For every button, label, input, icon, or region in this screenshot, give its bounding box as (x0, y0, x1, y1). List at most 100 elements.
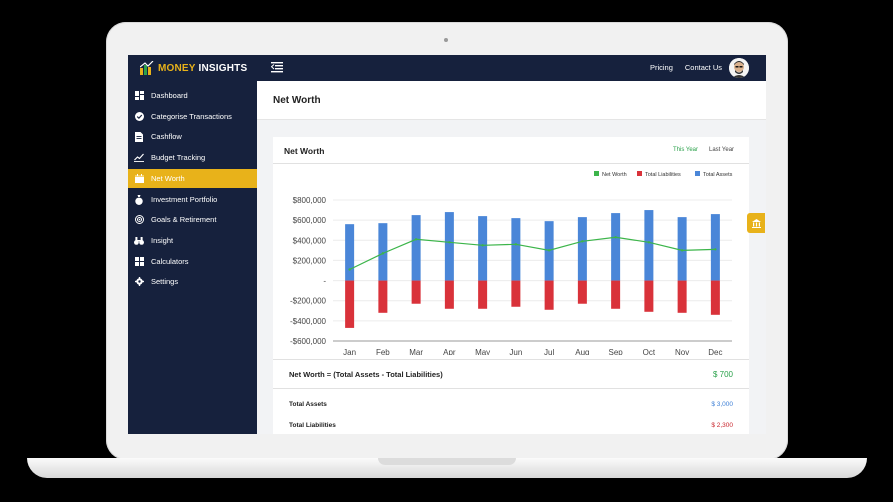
sidebar-item-dashboard[interactable]: Dashboard (128, 86, 257, 105)
net-worth-point (514, 243, 518, 246)
total-assets-bar (677, 217, 687, 281)
trend-line-icon (134, 153, 144, 162)
total-liabilities-bar (577, 280, 587, 304)
y-tick-label: -$600,000 (290, 337, 327, 346)
total-liabilities-bar (411, 280, 421, 304)
total-liabilities-bar (478, 280, 488, 309)
gear-icon (134, 277, 144, 286)
x-tick-label: Jan (343, 348, 356, 355)
net-worth-point (414, 238, 418, 241)
total-liabilities-bar (677, 280, 687, 313)
sidebar-item-calculators[interactable]: Calculators (128, 252, 257, 271)
bar-chart-logo-icon (140, 61, 154, 75)
check-circle-icon (134, 112, 144, 121)
total-assets-row: Total Assets $ 3,000 (273, 395, 749, 415)
net-worth-line (349, 236, 716, 271)
x-tick-label: Nov (675, 348, 689, 355)
user-avatar[interactable] (729, 58, 749, 78)
x-tick-label: Feb (376, 348, 390, 355)
sidebar-item-investment-portfolio[interactable]: Investment Portfolio (128, 190, 257, 209)
chart-svg: $800,000 $600,000 $400,000 $200,000 - -$200,0… (290, 171, 733, 357)
total-assets-value: $ 3,000 (711, 401, 733, 408)
avatar-face-icon (729, 58, 749, 78)
sidebar-item-cashflow[interactable]: Cashflow (128, 127, 257, 146)
net-worth-formula-row: Net Worth = (Total Assets - Total Liabil… (273, 359, 749, 389)
net-worth-point (614, 236, 617, 239)
y-tick-label: $200,000 (293, 256, 327, 265)
y-tick-label: - (323, 277, 326, 286)
target-icon (134, 215, 144, 224)
total-liabilities-bar (644, 280, 654, 312)
total-assets-bar (577, 217, 587, 281)
sidebar-item-label: Settings (151, 277, 179, 286)
dashboard-grid-icon (134, 91, 144, 100)
legend-label: Total Assets (703, 172, 733, 178)
x-tick-label: May (475, 348, 490, 355)
laptop-notch (378, 458, 516, 465)
sidebar-item-budget-tracking[interactable]: Budget Tracking (128, 148, 257, 167)
header-links: Pricing Contact Us (650, 63, 722, 72)
sidebar-item-label: Categorise Transactions (151, 112, 232, 121)
app-logo[interactable]: MONEY INSIGHTS (140, 61, 247, 75)
page-title: Net Worth (273, 95, 321, 106)
this-year-tab[interactable]: This Year (673, 147, 699, 153)
legend-swatch (594, 171, 599, 176)
sidebar-item-settings[interactable]: Settings (128, 272, 257, 291)
sidebar-item-label: Goals & Retirement (151, 215, 217, 224)
sidebar-item-goals-retirement[interactable]: Goals & Retirement (128, 210, 257, 229)
total-liabilities-value: $ 2,300 (711, 422, 733, 429)
total-assets-bar (611, 213, 621, 281)
contact-us-link[interactable]: Contact Us (684, 63, 722, 72)
y-tick-label: -$200,000 (290, 297, 327, 306)
sidebar-item-label: Dashboard (151, 91, 188, 100)
bank-icon (751, 218, 761, 228)
binoculars-icon (134, 236, 144, 245)
page-header: Net Worth (257, 81, 766, 120)
total-assets-bar (644, 210, 654, 281)
webcam-icon (444, 38, 448, 42)
sidebar-item-label: Calculators (151, 257, 189, 266)
total-liabilities-bar (511, 280, 521, 307)
net-worth-point (381, 252, 385, 255)
x-tick-label: Dec (708, 348, 722, 355)
legend-swatch (637, 171, 642, 176)
side-widget-button[interactable] (747, 213, 765, 233)
x-tick-label: Jun (509, 348, 522, 355)
net-worth-point (647, 241, 651, 244)
y-tick-label: $400,000 (293, 236, 327, 245)
x-tick-label: Sep (609, 348, 624, 355)
net-worth-chart: $800,000 $600,000 $400,000 $200,000 - -$200,0… (273, 165, 749, 357)
sidebar-item-label: Budget Tracking (151, 153, 206, 162)
total-assets-bar (478, 216, 488, 281)
total-liabilities-row: Total Liabilities $ 2,300 (273, 416, 749, 434)
card-title: Net Worth (284, 146, 325, 156)
calculator-icon (134, 257, 144, 266)
y-tick-label: -$400,000 (290, 317, 327, 326)
net-worth-point (680, 249, 684, 252)
logo-word-money: MONEY (158, 62, 196, 74)
sidebar-item-categorise-transactions[interactable]: Categorise Transactions (128, 107, 257, 126)
x-tick-label: Apr (443, 348, 456, 355)
sidebar-item-net-worth[interactable]: Net Worth (128, 169, 257, 188)
net-worth-point (714, 248, 717, 251)
last-year-tab[interactable]: Last Year (709, 147, 735, 153)
card-divider (273, 163, 749, 164)
net-worth-point (547, 249, 551, 252)
legend-swatch (695, 171, 700, 176)
y-tick-label: $800,000 (293, 196, 327, 205)
sidebar-item-insight[interactable]: Insight (128, 231, 257, 250)
sidebar-item-label: Net Worth (151, 174, 185, 183)
total-assets-bar (511, 218, 521, 281)
total-assets-label: Total Assets (289, 401, 327, 408)
menu-collapse-icon[interactable] (271, 61, 283, 73)
x-tick-label: Aug (575, 348, 589, 355)
total-liabilities-bar (710, 280, 720, 315)
total-assets-bar (710, 214, 720, 281)
pricing-link[interactable]: Pricing (649, 63, 673, 72)
main-content: Net Worth Net Worth This Year Last Year … (257, 81, 766, 434)
total-liabilities-label: Total Liabilities (289, 422, 336, 429)
total-assets-bar (444, 212, 454, 281)
net-worth-point (448, 241, 451, 244)
money-bag-icon (135, 194, 143, 205)
formula-label: Net Worth = (Total Assets - Total Liabil… (289, 370, 443, 379)
